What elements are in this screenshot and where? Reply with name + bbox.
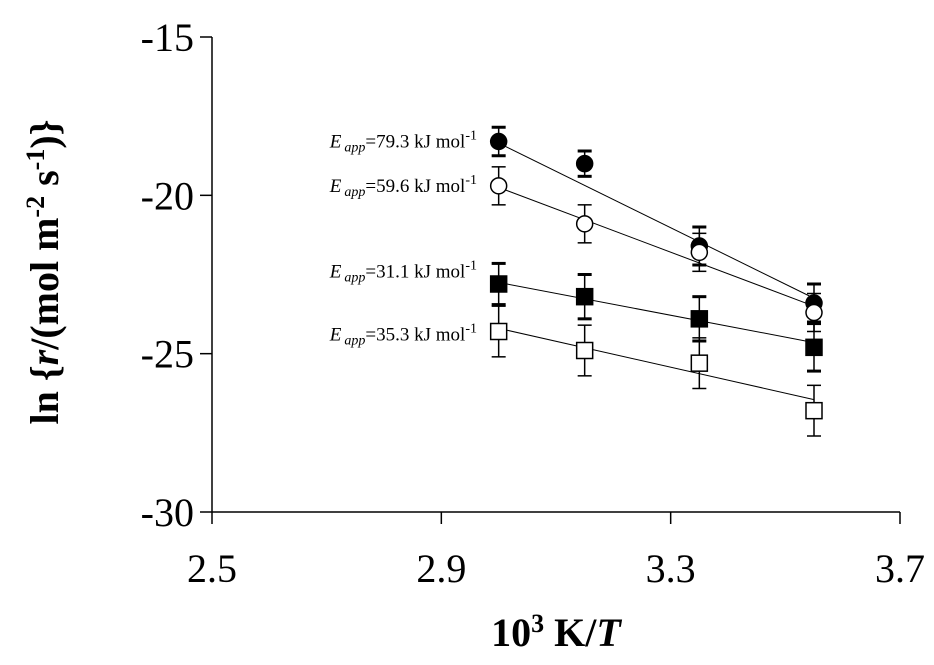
y-tick-label: -25 (141, 332, 194, 377)
data-point-filled-square (575, 287, 594, 306)
fit-lines (498, 142, 815, 401)
y-tick-label: -15 (141, 15, 194, 60)
data-point-open-square (805, 401, 823, 420)
fit-line-2 (498, 186, 815, 307)
fit-line-1 (498, 142, 815, 299)
fit-line-4 (498, 327, 815, 401)
data-point-open-circle (805, 303, 823, 322)
data-point-filled-square (489, 275, 508, 293)
data-point-open-circle (489, 177, 508, 195)
x-tick-label: 3.3 (646, 546, 696, 591)
y-tick-label: -20 (141, 173, 194, 218)
data-point-filled-circle (489, 132, 508, 151)
y-axis-title: ln {r/(mol m-2 s-1)} (21, 120, 67, 425)
x-axis-ticks: 2.5 2.9 3.3 3.7 (187, 512, 925, 591)
x-tick-label: 3.7 (875, 546, 925, 591)
data-point-open-square (690, 354, 709, 372)
data-point-open-square (489, 322, 508, 341)
x-axis-title: 103 K/T (491, 609, 622, 655)
data-point-filled-square (805, 338, 823, 357)
fit-line-3 (498, 281, 815, 344)
data-point-open-circle (690, 243, 709, 262)
data-points (489, 132, 823, 420)
x-tick-label: 2.5 (187, 546, 237, 591)
data-point-open-circle (575, 215, 594, 233)
data-point-filled-circle (575, 154, 594, 173)
x-tick-label: 2.9 (416, 546, 466, 591)
y-axis-ticks: -15 -20 -25 -30 (141, 15, 212, 535)
data-point-open-square (575, 341, 594, 360)
y-tick-label: -30 (141, 490, 194, 535)
data-point-filled-square (690, 310, 709, 328)
axes (211, 37, 900, 513)
